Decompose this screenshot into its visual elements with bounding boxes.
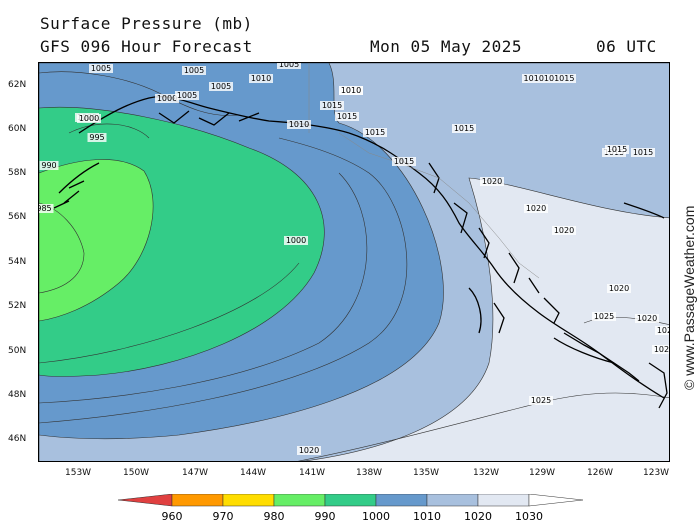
contour-label: 1010	[341, 86, 361, 95]
contour-label: 985	[39, 204, 52, 213]
pressure-legend: 960 970 980 990 1000 1010 1020 1030	[118, 494, 584, 523]
contour-label: 1015	[454, 124, 474, 133]
watermark: © www.PassageWeather.com	[681, 206, 697, 390]
contour-label: 995	[89, 133, 104, 142]
contour-label: 1005	[184, 66, 204, 75]
latitude-label: 52N	[8, 301, 27, 311]
contour-1025	[583, 317, 669, 325]
contour-label: 1020	[482, 177, 502, 186]
contour-label: 1025	[594, 312, 614, 321]
legend-cell	[222, 494, 275, 507]
contour-label: 1000	[286, 236, 306, 245]
map-title: Surface Pressure (mb)	[40, 14, 253, 33]
longitude-label: 129W	[529, 468, 556, 478]
legend-tick-label: 960	[162, 510, 183, 523]
legend-cell	[324, 494, 377, 507]
legend-cell	[528, 494, 584, 507]
legend-tick-label: 1030	[515, 510, 543, 523]
longitude-label: 135W	[413, 468, 440, 478]
contour-label: 1015	[365, 128, 385, 137]
contour-line	[39, 172, 368, 404]
contour-label: 1010	[289, 120, 309, 129]
latitude-label: 60N	[8, 124, 27, 134]
contour-label: 1015	[633, 148, 653, 157]
contour-label: 1015	[607, 145, 627, 154]
latitude-label: 62N	[8, 80, 27, 90]
longitude-label: 126W	[587, 468, 614, 478]
longitude-label: 147W	[182, 468, 209, 478]
legend-cell	[171, 494, 224, 507]
contour-label: 1020	[299, 446, 319, 455]
contour-label: 1010	[251, 74, 271, 83]
legend-tick-label: 990	[315, 510, 336, 523]
contour-label: 1000	[79, 114, 99, 123]
legend-tick-label: 1010	[413, 510, 441, 523]
latitude-label: 48N	[8, 390, 27, 400]
legend-cell	[477, 494, 530, 507]
legend-tick-label: 1000	[362, 510, 390, 523]
contour-label: 1005	[279, 63, 299, 69]
contour-line	[39, 71, 240, 116]
contour-label: 1020	[654, 345, 670, 354]
longitude-label: 132W	[473, 468, 500, 478]
latitude-label: 50N	[8, 346, 27, 356]
legend-tick-label: 1020	[464, 510, 492, 523]
legend-cell	[375, 494, 428, 507]
latitude-label: 46N	[8, 434, 27, 444]
contour-label: 1015	[394, 157, 414, 166]
contour-label: 1010101015	[524, 74, 575, 83]
contour-line	[68, 123, 150, 139]
contour-line	[39, 262, 300, 364]
contour-1025	[297, 392, 669, 461]
contour-label: 1020	[657, 326, 670, 335]
legend-cell	[273, 494, 326, 507]
latitude-label: 58N	[8, 168, 27, 178]
pressure-map-canvas: 1005100510051005100010051010101010051015…	[39, 63, 670, 461]
legend-cell	[118, 494, 173, 507]
longitude-label: 138W	[356, 468, 383, 478]
longitude-label: 150W	[123, 468, 150, 478]
longitude-label: 123W	[643, 468, 670, 478]
legend-tick-label: 980	[264, 510, 285, 523]
forecast-time: 06 UTC	[596, 37, 657, 56]
contour-label: 1015	[337, 112, 357, 121]
contour-label: 1025	[531, 396, 551, 405]
legend-tick-label: 970	[213, 510, 234, 523]
contour-label: 1015	[322, 101, 342, 110]
contour-line	[39, 202, 85, 294]
longitude-label: 144W	[240, 468, 267, 478]
forecast-label: GFS 096 Hour Forecast	[40, 37, 253, 56]
contour-label: 1005	[211, 82, 231, 91]
latitude-label: 54N	[8, 257, 27, 267]
contour-label: 990	[41, 161, 56, 170]
latitude-label: 56N	[8, 212, 27, 222]
watermark-text: © www.PassageWeather.com	[681, 206, 697, 390]
contour-label: 1020	[554, 226, 574, 235]
forecast-date: Mon 05 May 2025	[370, 37, 522, 56]
contour-label: 1020	[609, 284, 629, 293]
longitude-label: 153W	[65, 468, 92, 478]
contour-label: 1005	[177, 91, 197, 100]
legend-cell	[426, 494, 479, 507]
contour-label: 1000	[157, 94, 177, 103]
contour-labels: 1005100510051005100010051010101010051015…	[39, 63, 670, 455]
contour-line	[39, 137, 408, 424]
longitude-label: 141W	[299, 468, 326, 478]
contour-label: 1020	[637, 314, 657, 323]
pressure-map: 1005100510051005100010051010101010051015…	[38, 62, 670, 462]
contour-label: 1020	[526, 204, 546, 213]
contour-label: 1005	[91, 64, 111, 73]
